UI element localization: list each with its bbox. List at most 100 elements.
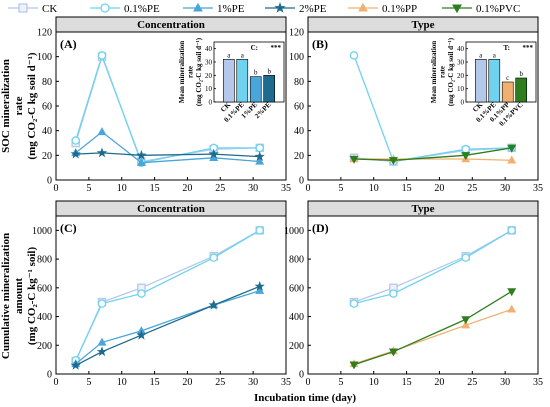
y-tick-label: 0 (299, 370, 304, 381)
legend-marker (274, 2, 286, 13)
inset-bar-letter: b (519, 70, 523, 78)
x-tick-label: 5 (86, 183, 91, 194)
x-tick-label: 30 (248, 183, 258, 194)
x-tick-label: 25 (215, 183, 225, 194)
inset-y-label: Mean mineralizationrate(mg CO₂-C kg soil… (178, 37, 203, 106)
data-point (136, 329, 147, 340)
legend-label: 2%PE (299, 3, 327, 15)
data-point (461, 253, 470, 262)
plot-frame (55, 215, 287, 375)
y-label-line: amount (13, 278, 25, 314)
data-point (255, 143, 264, 153)
panel-header: Type (411, 203, 434, 215)
y-tick-label: 100 (37, 52, 52, 63)
data-point (97, 337, 107, 346)
x-tick-label: 20 (182, 183, 192, 194)
data-point (97, 51, 107, 60)
inset-y-tick-label: 30 (205, 59, 213, 67)
y-tick-label: 800 (37, 255, 52, 266)
x-tick-label: 0 (306, 183, 311, 194)
x-axis-label: Incubation time (day) (254, 392, 356, 404)
y-tick-label: 200 (289, 341, 304, 352)
data-point (254, 280, 265, 291)
inset-bar (501, 81, 514, 103)
series-0.1%PVC (349, 144, 517, 166)
legend-marker (100, 3, 110, 13)
y-tick-label: 80 (42, 77, 52, 88)
legend-marker (193, 2, 203, 12)
data-point (507, 288, 517, 297)
y-tick-label: 800 (289, 255, 304, 266)
inset-y-tick-label: 0 (461, 99, 465, 107)
inset-y-label-line: Mean mineralization (178, 41, 186, 104)
legend-item-CK: CK (8, 3, 57, 15)
inset-bar-letter: b (254, 69, 258, 77)
data-point (136, 149, 147, 160)
inset-y-tick-label: 30 (457, 59, 465, 67)
data-point (96, 346, 108, 357)
data-point (461, 152, 471, 161)
panel-header: Concentration (137, 203, 205, 215)
inset-bar-letter: a (479, 51, 483, 59)
panel-header: Concentration (137, 19, 205, 31)
x-tick-label: 25 (215, 377, 225, 388)
y-label-line: SOC mineralization (0, 59, 12, 153)
data-point (349, 51, 359, 60)
x-tick-label: 5 (86, 377, 91, 388)
legend-label: 0.1%PVC (476, 3, 520, 15)
inset-bar (488, 59, 501, 103)
x-tick-label: 15 (150, 377, 160, 388)
inset-bar (515, 77, 528, 103)
data-point (349, 361, 359, 370)
inset-y-label: Mean mineralizationrate(mg CO₂-C kg soil… (430, 37, 455, 106)
x-tick-label: 30 (500, 183, 510, 194)
x-tick-label: 15 (402, 183, 412, 194)
inset-y-tick-label: 10 (457, 85, 465, 93)
inset-stat-label: T: (504, 44, 510, 52)
x-tick-label: 5 (338, 183, 343, 194)
x-tick-label: 20 (182, 377, 192, 388)
data-point (97, 299, 107, 308)
data-point (96, 147, 108, 158)
data-point (389, 289, 398, 298)
x-tick-label: 35 (533, 183, 543, 194)
panel-C: Concentration 0 5 10 15 20 25 30 35 0 200 400 600 800… (32, 200, 291, 388)
y-tick-label: 1000 (284, 226, 304, 237)
inset-bar (249, 76, 262, 103)
inset-y-label-line: Mean mineralization (430, 41, 438, 104)
y-tick-label: 80 (294, 77, 304, 88)
x-tick-label: 10 (117, 183, 127, 194)
data-point (461, 316, 471, 325)
data-point (208, 148, 219, 159)
series-CK (349, 226, 516, 307)
y-label-top: SOC mineralizationrate(mg CO₂-C kg soil … (0, 52, 38, 159)
data-point (388, 157, 398, 166)
y-tick-label: 120 (289, 28, 304, 39)
series-line (353, 55, 512, 163)
panel-header: Type (411, 19, 434, 31)
panel-D: Type 0 5 10 15 20 25 30 35 0 200 400 600 800 1000 (D) (284, 200, 543, 388)
y-tick-label: 20 (294, 151, 304, 162)
panel-B: Type 0 5 10 15 20 25 30 35 0 20 40 60 80 100 120 (B) 0 10 2… (289, 16, 543, 194)
data-point (254, 151, 265, 161)
x-tick-label: 5 (338, 377, 343, 388)
series-line (353, 229, 513, 303)
legend-label: 0.1%PP (382, 3, 417, 15)
y-tick-label: 60 (294, 102, 304, 113)
y-label-line: rate (13, 96, 25, 115)
inset-y-tick-label: 0 (209, 99, 213, 107)
data-point (97, 127, 107, 136)
data-point (255, 226, 264, 235)
inset-stat-label: C: (251, 44, 258, 52)
inset-y-tick-label: 40 (457, 45, 465, 53)
y-tick-label: 40 (42, 126, 52, 137)
series-2%PE (70, 147, 265, 161)
inset-bar (236, 59, 249, 103)
x-tick-label: 15 (150, 183, 160, 194)
x-tick-label: 30 (248, 377, 258, 388)
x-tick-label: 0 (306, 377, 311, 388)
y-label-line: (mg CO₂-C kg soil d⁻¹) (26, 52, 38, 159)
